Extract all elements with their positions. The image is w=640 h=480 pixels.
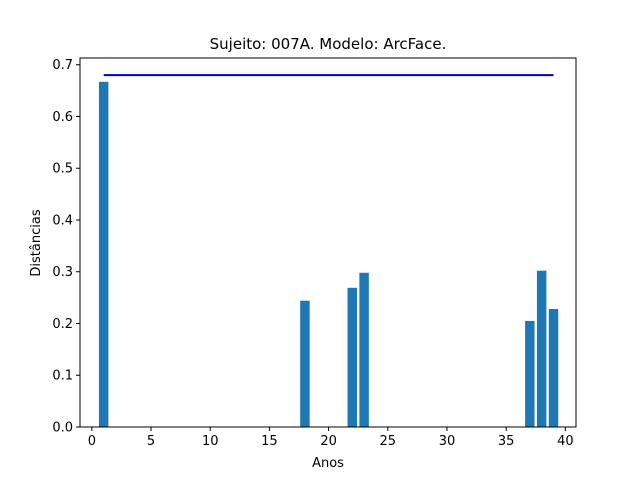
- y-tick-label-0.5: 0.5: [52, 162, 73, 177]
- x-tick-label-35: 35: [498, 434, 515, 449]
- y-tick-label-0: 0.0: [52, 421, 73, 436]
- chart-title: Sujeito: 007A. Modelo: ArcFace.: [210, 35, 447, 53]
- y-tick-label-0.1: 0.1: [52, 369, 73, 384]
- bar-39: [548, 309, 559, 427]
- y-tick-label-0.2: 0.2: [52, 317, 73, 332]
- plot-area: 0 5 10 15 20 25 30 35 40 0.0 0.1 0.2 0.3 0.4 0.5 0.6 0.7: [52, 57, 577, 449]
- plot-frame: [79, 57, 577, 428]
- bar-18: [300, 300, 310, 427]
- y-tick-label-0.7: 0.7: [52, 58, 73, 73]
- bar-1: [98, 81, 109, 427]
- x-tick-label-0: 0: [88, 434, 96, 449]
- bar-22: [347, 287, 358, 427]
- x-axis-label: Anos: [312, 456, 344, 471]
- x-tick-label-10: 10: [202, 434, 219, 449]
- x-tick-label-25: 25: [380, 434, 397, 449]
- y-tick-label-0.3: 0.3: [52, 265, 73, 280]
- y-tick-label-0.6: 0.6: [52, 110, 73, 125]
- bar-37: [525, 320, 535, 427]
- bar-38: [536, 270, 547, 427]
- x-tick-label-40: 40: [557, 434, 574, 449]
- x-tick-label-5: 5: [147, 434, 155, 449]
- x-tick-label-30: 30: [439, 434, 456, 449]
- x-tick-label-15: 15: [261, 434, 278, 449]
- x-tick-label-20: 20: [320, 434, 337, 449]
- y-axis-label: Distâncias: [29, 209, 44, 276]
- bar-23: [359, 272, 369, 427]
- y-tick-label-0.4: 0.4: [52, 213, 73, 228]
